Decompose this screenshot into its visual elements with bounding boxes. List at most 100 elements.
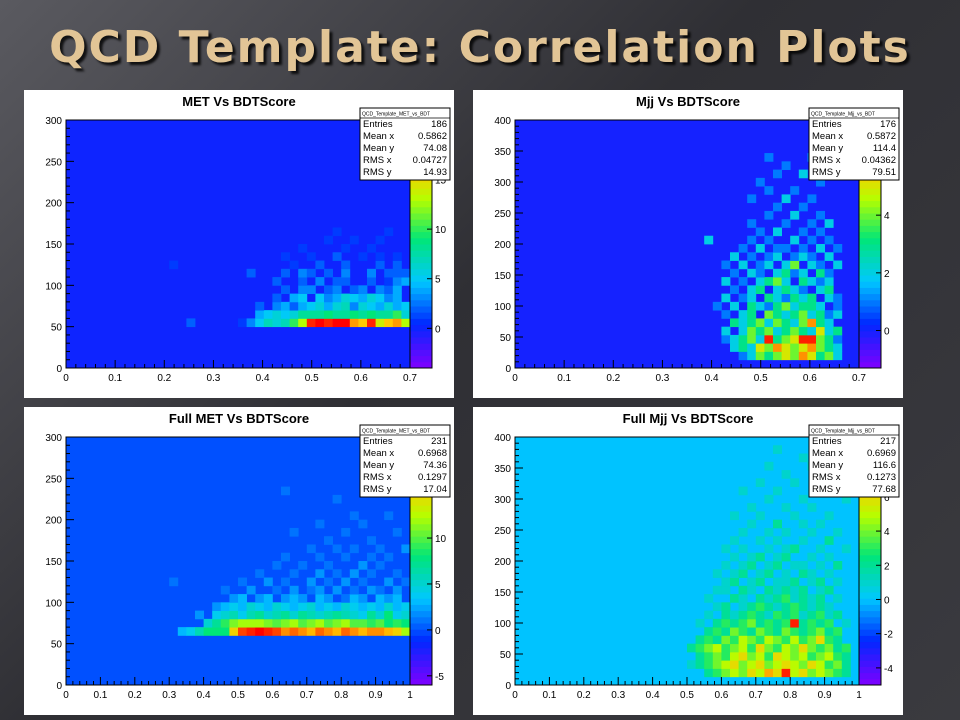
heatmap-cell xyxy=(781,161,791,170)
heatmap-cell xyxy=(790,643,800,653)
heatmap-cell xyxy=(721,651,731,661)
x-tick-label: 0.2 xyxy=(157,373,171,384)
heatmap-cell xyxy=(824,351,834,361)
heatmap-cell xyxy=(272,618,282,628)
color-scale-segment xyxy=(410,213,432,220)
color-scale-segment xyxy=(859,219,881,226)
heatmap-cell xyxy=(781,527,791,537)
heatmap-cell xyxy=(238,594,247,603)
color-scale-segment xyxy=(410,635,432,643)
x-tick-label: 0.4 xyxy=(197,690,211,701)
heatmap-cell xyxy=(807,602,817,611)
heatmap-cell xyxy=(807,310,817,319)
heatmap-cell xyxy=(773,643,782,653)
heatmap-cell xyxy=(807,318,817,328)
heatmap-cell xyxy=(392,610,402,620)
heatmap-cell xyxy=(790,334,800,344)
heatmap-cell xyxy=(773,293,782,303)
heatmap-cell xyxy=(384,277,394,286)
x-tick-label: 0.5 xyxy=(680,690,694,701)
heatmap-cell xyxy=(281,627,290,636)
heatmap-cell xyxy=(781,668,791,678)
heatmap-cell xyxy=(747,651,757,661)
heatmap-cell xyxy=(367,536,376,545)
heatmap-cell xyxy=(332,610,342,620)
heatmap-cell xyxy=(824,343,834,352)
heatmap-cell xyxy=(289,260,299,270)
heatmap-cell xyxy=(358,618,368,628)
heatmap-cell xyxy=(298,602,308,611)
color-scale-segment xyxy=(859,536,881,543)
heatmap-cell xyxy=(755,318,765,328)
heatmap-cell xyxy=(747,351,757,361)
heatmap-cell xyxy=(764,544,774,554)
heatmap-cell xyxy=(341,244,351,253)
color-scale-segment xyxy=(410,672,432,680)
heatmap-cell xyxy=(824,643,834,653)
heatmap-cell xyxy=(824,277,834,286)
color-scale-segment xyxy=(859,517,881,525)
z-tick-label: 6 xyxy=(884,493,890,504)
heatmap-cell xyxy=(229,618,239,628)
heatmap-cell xyxy=(798,569,808,578)
heatmap-cell xyxy=(824,627,834,636)
heatmap-cell xyxy=(730,643,739,653)
heatmap-cell xyxy=(841,660,851,669)
heatmap-cell xyxy=(781,301,791,311)
heatmap-cell xyxy=(358,577,368,587)
heatmap-cell xyxy=(773,244,782,253)
color-scale-segment xyxy=(410,616,432,624)
heatmap-cell xyxy=(773,594,782,603)
stats-box xyxy=(808,107,900,181)
heatmap-cell xyxy=(375,618,385,628)
heatmap-cell xyxy=(289,618,299,628)
heatmap-cell xyxy=(332,301,342,311)
stats-value: 176 xyxy=(880,119,896,130)
heatmap-cell xyxy=(747,643,757,653)
stats-value: 116.6 xyxy=(873,460,896,471)
heatmap-cell xyxy=(358,252,368,261)
x-tick-label: 0.4 xyxy=(256,373,270,384)
heatmap-cell xyxy=(755,268,765,278)
heatmap-cell xyxy=(712,643,722,653)
z-tick-label: -2 xyxy=(884,630,893,641)
stats-value: 74.08 xyxy=(423,143,447,154)
heatmap-cell xyxy=(781,503,791,512)
heatmap-cell xyxy=(738,260,748,270)
color-scale-segment xyxy=(859,647,881,655)
heatmap-cell xyxy=(764,277,774,286)
heatmap-cell xyxy=(798,660,808,669)
stats-value: 0.5872 xyxy=(867,131,896,142)
heatmap-cell xyxy=(738,343,748,352)
color-scale-segment xyxy=(859,548,881,556)
y-tick-label: 50 xyxy=(500,333,512,344)
heatmap-cell xyxy=(281,310,290,319)
heatmap-cell xyxy=(807,643,817,653)
stats-value: 217 xyxy=(880,436,896,447)
stats-value: 14.93 xyxy=(423,167,447,178)
heatmap-cell xyxy=(755,594,765,603)
heatmap-cell xyxy=(384,511,394,521)
heatmap-cell xyxy=(764,210,774,220)
y-tick-label: 150 xyxy=(45,240,62,251)
color-scale-segment xyxy=(859,250,881,257)
heatmap-cell xyxy=(375,301,385,311)
heatmap-cell xyxy=(324,627,333,636)
stats-label: Mean y xyxy=(812,143,843,154)
heatmap-cell xyxy=(833,660,843,669)
heatmap-cell xyxy=(747,577,757,587)
heatmap-cell xyxy=(781,618,791,628)
heatmap-cell xyxy=(721,660,731,669)
color-scale-segment xyxy=(410,598,432,605)
heatmap-cell xyxy=(738,527,748,537)
heatmap-cell xyxy=(816,227,825,237)
heatmap-cell xyxy=(298,244,308,253)
color-scale-segment xyxy=(410,567,432,574)
y-tick-label: 300 xyxy=(45,116,62,127)
x-tick-label: 0 xyxy=(512,373,518,384)
heatmap-cell xyxy=(246,618,256,628)
heatmap-cell xyxy=(384,227,394,237)
plot-panel-full-met-vs-bdt: Full MET Vs BDTScore 0 0.1 0.2 0.3 0.4 0.5 0.6 0… xyxy=(24,407,454,715)
heatmap-cell xyxy=(798,585,808,595)
